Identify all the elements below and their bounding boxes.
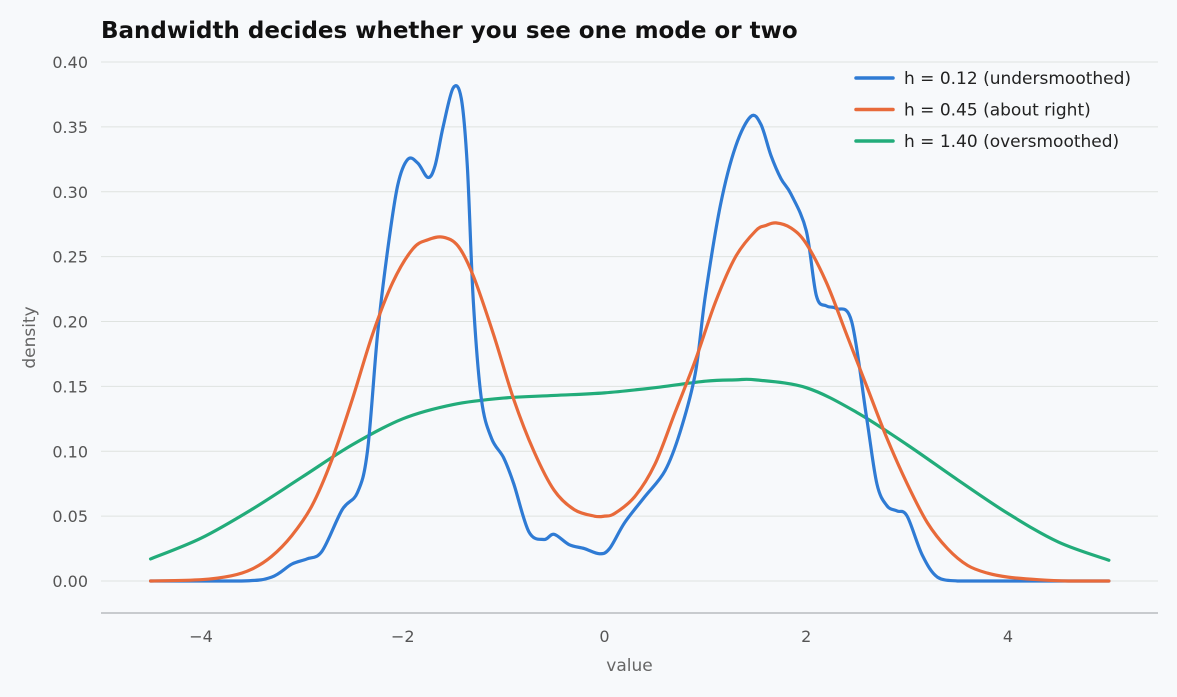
y-tick-label: 0.25 xyxy=(52,248,88,267)
y-tick-label: 0.30 xyxy=(52,183,88,202)
series-line-2 xyxy=(148,377,1111,562)
x-tick-label: 2 xyxy=(801,627,811,646)
gridlines xyxy=(101,61,1158,582)
y-tick-label: 0.10 xyxy=(52,442,88,461)
x-tick-labels: −4 −2 0 2 4 xyxy=(189,627,1013,646)
legend-label: h = 0.45 (about right) xyxy=(904,101,1091,121)
series-line-0 xyxy=(148,84,1111,583)
x-tick-label: −2 xyxy=(391,627,415,646)
legend: h = 0.12 (undersmoothed) h = 0.45 (about … xyxy=(854,69,1131,152)
y-tick-labels: 0.00 0.05 0.10 0.15 0.20 0.25 0.30 0.35 0.40 xyxy=(52,53,88,591)
y-tick-label: 0.35 xyxy=(52,118,88,137)
y-tick-label: 0.40 xyxy=(52,53,88,72)
y-tick-label: 0.15 xyxy=(52,377,88,396)
legend-label: h = 1.40 (oversmoothed) xyxy=(904,132,1119,152)
x-axis-label: value xyxy=(606,656,652,676)
legend-label: h = 0.12 (undersmoothed) xyxy=(904,69,1131,89)
series-line-1 xyxy=(148,221,1111,583)
chart-title: Bandwidth decides whether you see one mo… xyxy=(101,18,798,44)
y-tick-label: 0.00 xyxy=(52,572,88,591)
x-tick-label: 4 xyxy=(1003,627,1013,646)
series-lines xyxy=(148,84,1111,583)
y-tick-label: 0.05 xyxy=(52,507,88,526)
x-tick-label: 0 xyxy=(599,627,609,646)
x-tick-label: −4 xyxy=(189,627,213,646)
y-axis-label: density xyxy=(20,306,40,368)
y-tick-label: 0.20 xyxy=(52,313,88,332)
